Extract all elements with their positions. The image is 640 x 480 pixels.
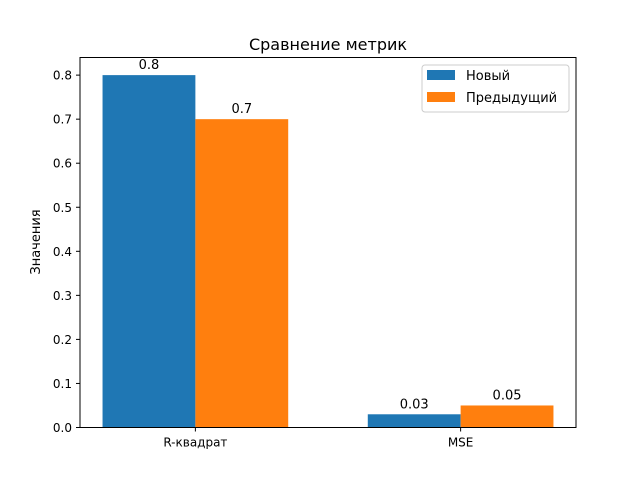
- bar-1-0: [195, 119, 289, 428]
- y-tick-label: 0.8: [53, 69, 72, 83]
- y-tick-label: 0.1: [53, 377, 72, 391]
- x-tick-label: R-квадрат: [163, 436, 227, 450]
- legend: Новый Предыдущий: [421, 64, 570, 113]
- y-tick-label: 0.6: [53, 157, 72, 171]
- plot-frame: [79, 57, 577, 428]
- bar-value-label: 0.03: [400, 397, 429, 412]
- bar-value-label: 0.7: [231, 102, 252, 117]
- y-tick-label: 0.5: [53, 201, 72, 215]
- bar-0-0: [102, 75, 196, 428]
- y-tick-label: 0.2: [53, 333, 72, 347]
- y-tick-label: 0.0: [53, 421, 72, 435]
- bar-value-label: 0.8: [139, 58, 160, 73]
- chart-title: Сравнение метрик: [249, 35, 407, 54]
- legend-swatch-previous: [427, 92, 455, 102]
- bar-value-label: 0.05: [493, 388, 522, 403]
- bar-1-1: [460, 405, 554, 428]
- y-axis-label: Значения: [29, 209, 44, 274]
- legend-label-new: Новый: [466, 69, 510, 84]
- legend-swatch-new: [427, 70, 455, 80]
- legend-label-previous: Предыдущий: [466, 91, 557, 106]
- y-tick-label: 0.4: [53, 245, 72, 259]
- y-tick-label: 0.7: [53, 113, 72, 127]
- x-tick-label: MSE: [448, 436, 474, 450]
- bar-0-1: [367, 414, 461, 428]
- y-tick-label: 0.3: [53, 289, 72, 303]
